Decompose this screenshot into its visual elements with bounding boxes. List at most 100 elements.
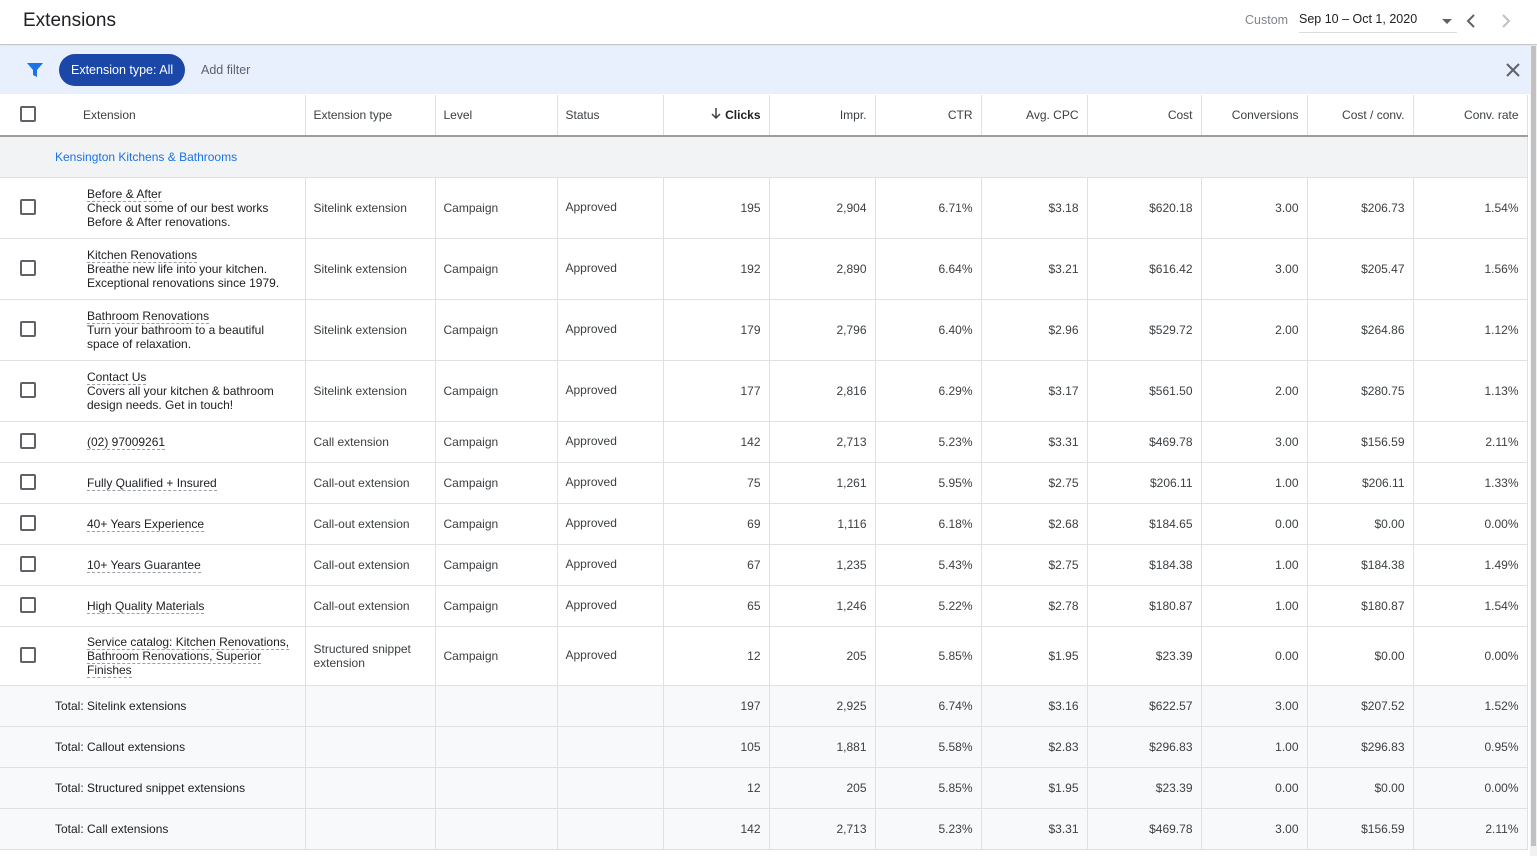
checkbox[interactable] — [20, 646, 36, 663]
extension-title[interactable]: Before & After — [87, 187, 162, 202]
column-header[interactable]: Cost / conv. — [1307, 95, 1414, 137]
column-header-text[interactable]: CTR — [947, 108, 973, 122]
column-header[interactable]: Level — [435, 95, 558, 137]
column-header[interactable]: Cost — [1087, 95, 1202, 137]
column-header-text[interactable]: Extension — [83, 108, 136, 122]
extension-row: Before & After Check out some of our best… — [0, 177, 1528, 239]
checkbox[interactable] — [20, 473, 36, 490]
extension-row: High Quality Materials Call-out extension… — [0, 585, 1528, 627]
empty-cell — [435, 808, 558, 850]
close-filter[interactable] — [1505, 62, 1521, 78]
total-cell: $3.16 — [981, 685, 1088, 727]
empty-cell — [435, 726, 558, 768]
column-header[interactable]: CTR — [875, 95, 982, 137]
checkbox[interactable] — [20, 432, 36, 449]
checkbox[interactable] — [20, 259, 36, 276]
total-cell: 5.23% — [875, 808, 982, 850]
table-cell: 2,796 — [769, 299, 876, 361]
add-filter[interactable]: Add filter — [201, 63, 251, 77]
column-header[interactable]: Status — [557, 95, 664, 137]
empty-cell — [435, 767, 558, 809]
column-header-text[interactable]: Status — [565, 108, 600, 122]
table-cell: $3.17 — [981, 360, 1088, 422]
filter-chip[interactable]: Extension type: All — [59, 54, 186, 86]
column-header[interactable]: Conv. rate — [1413, 95, 1528, 137]
row-select-cell — [0, 421, 75, 463]
extension-title[interactable]: Kitchen Renovations — [87, 248, 198, 263]
column-header[interactable]: Impr. — [769, 95, 876, 137]
checkbox[interactable] — [20, 596, 36, 613]
column-header-text[interactable]: Extension type — [313, 108, 393, 122]
extension-title[interactable]: Fully Qualified + Insured — [87, 476, 217, 491]
extension-cell: High Quality Materials — [75, 585, 306, 627]
total-cell: 205 — [769, 767, 876, 809]
table-cell: $184.38 — [1087, 544, 1202, 586]
table-cell: Call-out extension — [305, 503, 436, 545]
table-cell: 1.12% — [1413, 299, 1528, 361]
filter-icon[interactable] — [26, 61, 44, 79]
column-header[interactable]: Extension type — [305, 95, 436, 137]
table-cell: Campaign — [435, 238, 558, 300]
extension-cell: Kitchen Renovations Breathe new life into… — [75, 238, 306, 300]
row-select-cell — [0, 585, 75, 627]
table-cell: $184.38 — [1307, 544, 1414, 586]
table-cell: Approved — [557, 238, 664, 300]
checkbox[interactable] — [20, 555, 36, 572]
column-header-text[interactable]: Clicks — [725, 108, 761, 122]
total-cell: 1.00 — [1201, 726, 1308, 768]
checkbox[interactable] — [20, 320, 36, 337]
checkbox[interactable] — [20, 381, 36, 398]
table-cell: $3.21 — [981, 238, 1088, 300]
table-cell: $280.75 — [1307, 360, 1414, 422]
table-cell: Campaign — [435, 360, 558, 422]
table-cell: Approved — [557, 299, 664, 361]
column-header-text[interactable]: Impr. — [839, 108, 867, 122]
table-cell: 3.00 — [1201, 177, 1308, 239]
total-cell: $469.78 — [1087, 808, 1202, 850]
group-name[interactable]: Kensington Kitchens & Bathrooms — [0, 136, 1528, 178]
column-header-text[interactable]: Cost — [1167, 108, 1193, 122]
checkbox[interactable] — [20, 514, 36, 531]
date-range[interactable]: Sep 10 – Oct 1, 2020 — [1299, 12, 1457, 33]
extension-title[interactable]: Contact Us — [87, 370, 147, 385]
column-header[interactable]: Avg. CPC — [981, 95, 1088, 137]
total-cell: $23.39 — [1087, 767, 1202, 809]
column-header[interactable]: Conversions — [1201, 95, 1308, 137]
table-cell: $0.00 — [1307, 503, 1414, 545]
column-header-text[interactable]: Conv. rate — [1464, 108, 1519, 122]
empty-cell — [435, 685, 558, 727]
table-cell: 1.13% — [1413, 360, 1528, 422]
total-cell: 6.74% — [875, 685, 982, 727]
checkbox[interactable] — [20, 198, 36, 215]
table-cell: $180.87 — [1307, 585, 1414, 627]
header-row: Extension Extension type Level Status Clicks… — [0, 95, 1528, 137]
table-cell: 3.00 — [1201, 238, 1308, 300]
date-dropdown[interactable] — [1440, 14, 1454, 28]
extension-title[interactable]: Bathroom Renovations — [87, 309, 210, 324]
column-header[interactable]: Clicks — [663, 95, 770, 137]
column-header-text[interactable]: Avg. CPC — [1026, 108, 1079, 122]
column-header-text[interactable]: Level — [443, 108, 473, 122]
column-header-text[interactable]: Cost / conv. — [1342, 108, 1405, 122]
total-cell: 12 — [663, 767, 770, 809]
table-cell: $616.42 — [1087, 238, 1202, 300]
table-cell: Campaign — [435, 462, 558, 504]
table-cell: $180.87 — [1087, 585, 1202, 627]
prev-period[interactable] — [1463, 12, 1479, 30]
next-period[interactable] — [1498, 12, 1514, 30]
table-cell: Call-out extension — [305, 585, 436, 627]
column-header-text[interactable]: Conversions — [1231, 108, 1299, 122]
extension-title[interactable]: High Quality Materials — [87, 599, 205, 614]
extension-row: Fully Qualified + Insured Call-out extens… — [0, 462, 1528, 504]
extension-title[interactable]: (02) 97009261 — [87, 435, 166, 450]
extension-title[interactable]: 40+ Years Experience — [87, 517, 205, 532]
table-cell: 179 — [663, 299, 770, 361]
extension-row: 10+ Years Guarantee Call-out extension Cam… — [0, 544, 1528, 586]
sort-icon[interactable] — [711, 108, 721, 122]
extension-title[interactable]: Service catalog: Kitchen Renovations, Ba… — [87, 635, 290, 678]
checkbox[interactable] — [20, 105, 36, 122]
total-label: Total: Call extensions — [0, 808, 306, 850]
column-header[interactable]: Extension — [75, 95, 306, 137]
scrollbar[interactable] — [1530, 46, 1537, 856]
extension-title[interactable]: 10+ Years Guarantee — [87, 558, 201, 573]
